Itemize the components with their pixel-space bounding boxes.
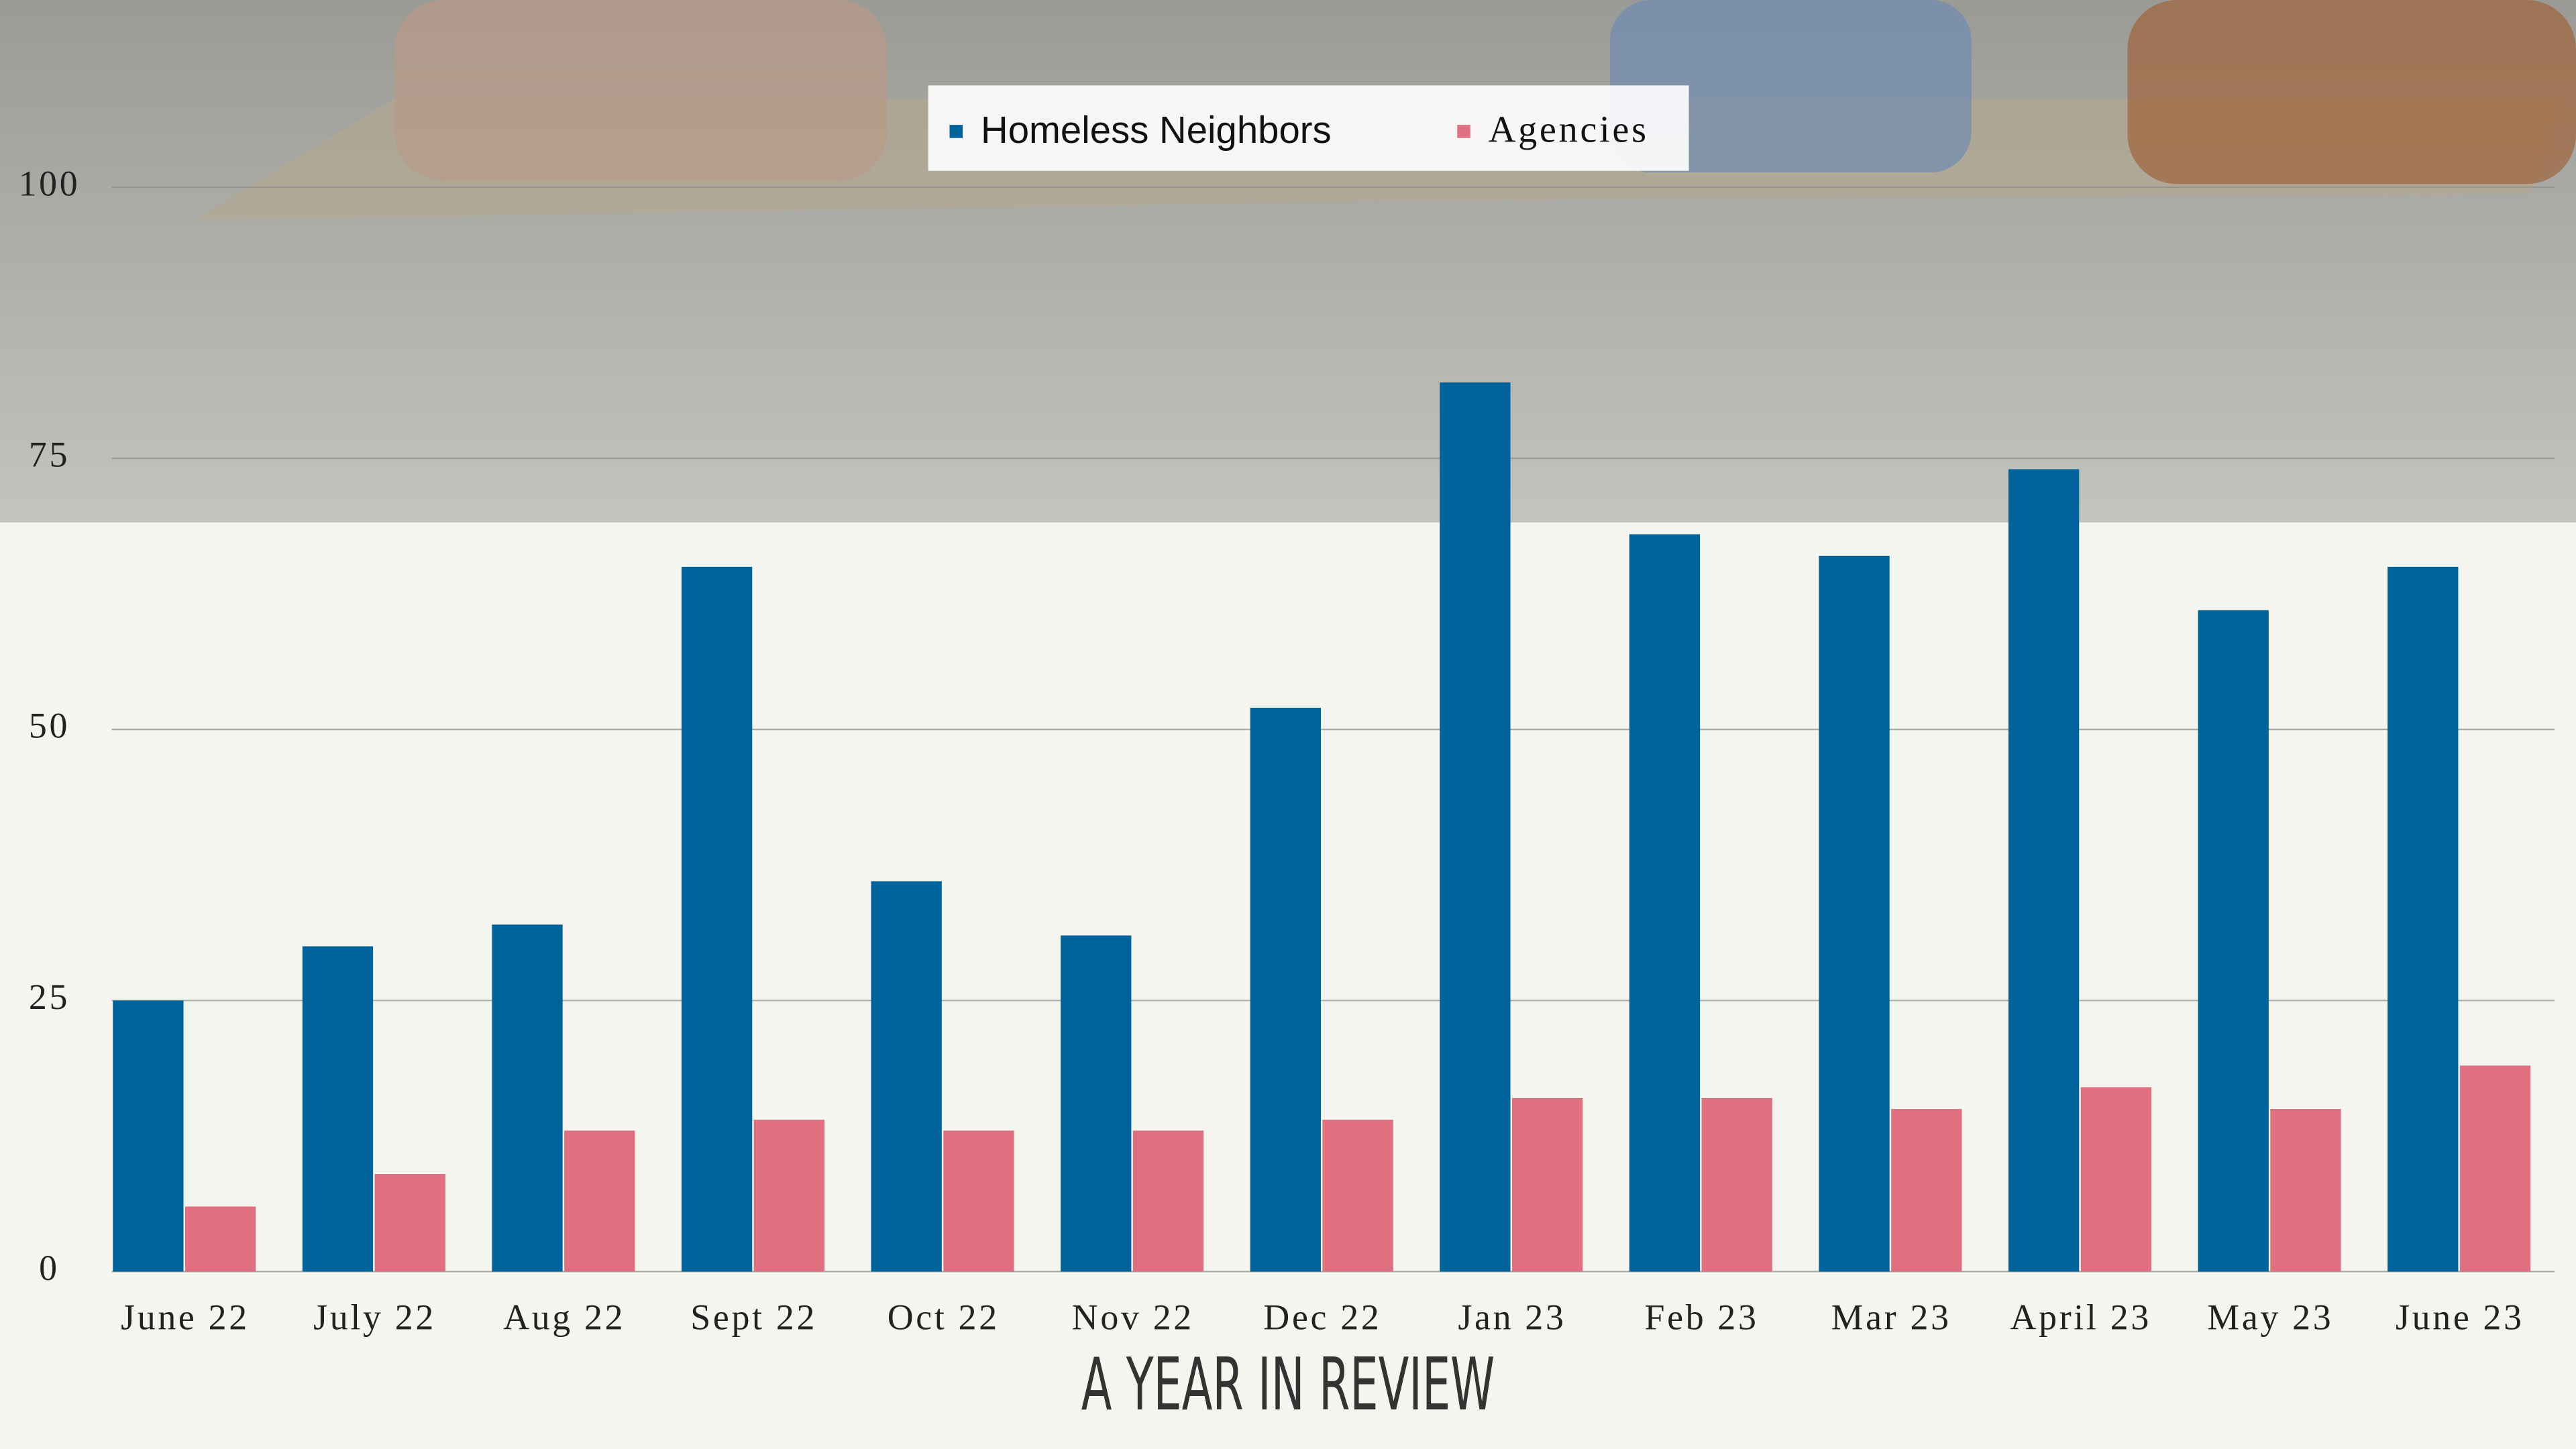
x-tick-label: Nov 22 bbox=[1072, 1297, 1194, 1337]
bar bbox=[185, 1207, 256, 1272]
bar bbox=[2387, 567, 2458, 1272]
bar bbox=[2081, 1087, 2151, 1272]
y-tick-label: 50 bbox=[29, 706, 70, 746]
x-tick-label: Aug 22 bbox=[503, 1297, 625, 1337]
bar bbox=[1250, 708, 1321, 1271]
chart-title: A YEAR IN REVIEW bbox=[1081, 1344, 1495, 1428]
x-tick-label: Sept 22 bbox=[690, 1297, 817, 1337]
x-tick-label: Dec 22 bbox=[1263, 1297, 1381, 1337]
x-tick-label: April 23 bbox=[2010, 1297, 2151, 1337]
chart: 0 25 50 75 100 June 22 July 22 Aug 22 Sept 22 Oct… bbox=[0, 0, 2576, 1449]
x-tick-label: May 23 bbox=[2207, 1297, 2333, 1337]
bar bbox=[754, 1120, 824, 1271]
bar bbox=[2460, 1065, 2530, 1271]
y-tick-label: 100 bbox=[19, 164, 80, 204]
bar bbox=[375, 1174, 445, 1271]
bar bbox=[1133, 1130, 1203, 1271]
x-tick-label: June 23 bbox=[2396, 1297, 2524, 1337]
bar bbox=[113, 1000, 183, 1271]
x-tick-label: July 22 bbox=[313, 1297, 436, 1337]
bar bbox=[1512, 1098, 1582, 1272]
blanket bbox=[2127, 0, 2576, 184]
y-tick-label: 0 bbox=[39, 1248, 60, 1288]
bar bbox=[564, 1130, 635, 1271]
bar bbox=[2008, 469, 2079, 1271]
bar bbox=[943, 1130, 1014, 1271]
legend-label: Agencies bbox=[1489, 109, 1649, 150]
x-tick-label: Feb 23 bbox=[1644, 1297, 1758, 1337]
bar bbox=[1440, 382, 1510, 1271]
legend-label: Homeless Neighbors bbox=[981, 109, 1332, 151]
bar bbox=[1702, 1098, 1772, 1272]
bar bbox=[1819, 556, 1889, 1272]
x-tick-label: Jan 23 bbox=[1458, 1297, 1566, 1337]
bar bbox=[2270, 1109, 2341, 1271]
bar bbox=[303, 947, 373, 1272]
y-tick-label: 25 bbox=[29, 977, 70, 1017]
bar bbox=[682, 567, 752, 1272]
bar bbox=[1061, 935, 1131, 1271]
legend-swatch bbox=[1457, 125, 1470, 138]
bar bbox=[2198, 610, 2269, 1272]
x-tick-label: Oct 22 bbox=[888, 1297, 1000, 1337]
legend-swatch bbox=[950, 125, 963, 138]
x-tick-label: June 22 bbox=[121, 1297, 250, 1337]
x-tick-label: Mar 23 bbox=[1831, 1297, 1951, 1337]
blanket bbox=[394, 0, 888, 180]
bar bbox=[1322, 1120, 1393, 1271]
bar bbox=[1891, 1109, 1962, 1271]
bar bbox=[1629, 534, 1700, 1271]
y-tick-label: 75 bbox=[29, 435, 70, 475]
bar bbox=[871, 881, 942, 1272]
bar bbox=[492, 924, 562, 1271]
page: {"chart_data": {"type": "bar", "title": … bbox=[0, 0, 2576, 1449]
